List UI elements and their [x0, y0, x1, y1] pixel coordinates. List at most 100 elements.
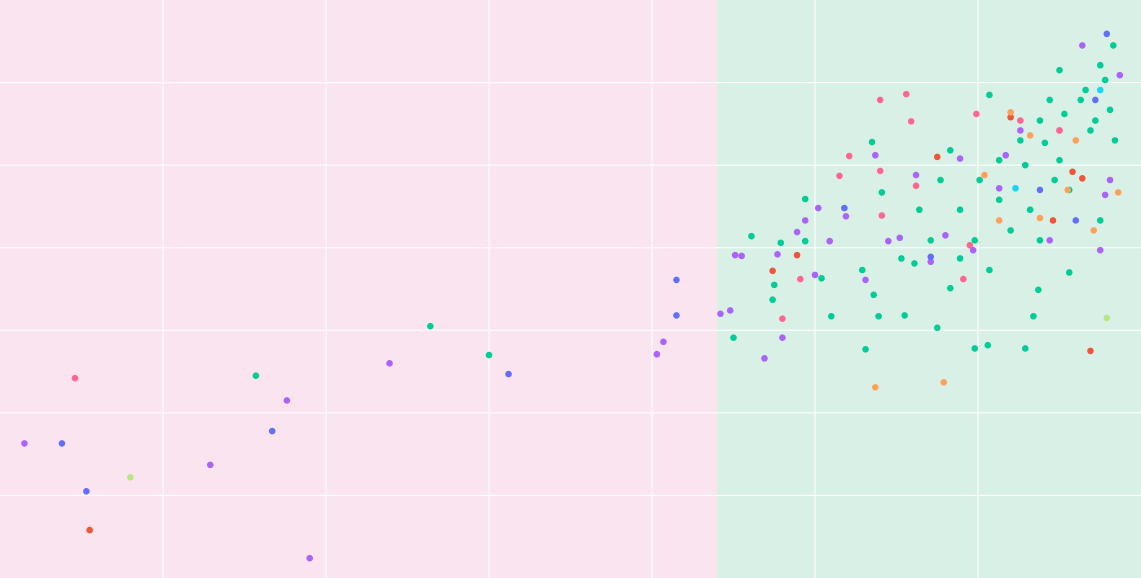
point	[986, 91, 993, 99]
point	[1035, 286, 1042, 294]
point	[875, 312, 882, 320]
background-region	[0, 0, 718, 578]
point	[898, 255, 905, 262]
point	[1041, 139, 1049, 147]
point	[127, 473, 134, 481]
point	[793, 251, 801, 259]
point	[885, 237, 892, 245]
point	[1106, 176, 1114, 184]
point	[485, 351, 493, 359]
point	[872, 383, 879, 391]
point	[946, 284, 954, 292]
point	[971, 345, 979, 352]
point	[1069, 168, 1076, 176]
point	[876, 167, 884, 175]
point	[769, 296, 776, 304]
point	[1061, 110, 1068, 118]
point	[1021, 161, 1029, 169]
point	[1101, 76, 1109, 84]
point	[1116, 71, 1124, 79]
point	[793, 228, 801, 236]
point	[912, 171, 920, 179]
point	[731, 251, 739, 259]
point	[901, 312, 908, 319]
point	[1072, 137, 1080, 144]
point	[876, 96, 884, 104]
point	[1012, 184, 1019, 192]
point	[1051, 176, 1058, 184]
point	[995, 184, 1003, 192]
point	[984, 341, 992, 349]
point	[748, 232, 755, 240]
point	[841, 204, 848, 212]
point	[779, 334, 786, 342]
point	[940, 379, 948, 386]
point	[1092, 96, 1099, 104]
point	[1106, 106, 1114, 114]
point	[769, 267, 776, 275]
point	[826, 237, 833, 245]
point	[911, 260, 918, 267]
point	[1007, 113, 1014, 121]
point	[995, 196, 1003, 204]
point	[878, 189, 886, 196]
point	[1036, 186, 1044, 194]
point	[927, 253, 935, 261]
point	[981, 171, 988, 179]
point	[927, 236, 935, 244]
background-region	[717, 0, 1141, 578]
point	[797, 275, 804, 283]
point	[956, 206, 964, 214]
point	[1111, 137, 1119, 144]
point	[1096, 217, 1104, 224]
point	[933, 324, 941, 332]
point	[1046, 236, 1054, 244]
point	[995, 217, 1003, 224]
point	[976, 176, 983, 184]
point	[83, 488, 90, 495]
point	[1056, 66, 1063, 74]
point	[801, 195, 809, 203]
point	[828, 312, 835, 320]
point	[801, 237, 809, 245]
point	[927, 258, 935, 266]
point	[907, 118, 915, 125]
point	[1087, 127, 1094, 134]
point	[717, 310, 724, 318]
point	[836, 172, 843, 180]
point	[1103, 30, 1111, 38]
point	[1092, 117, 1099, 124]
point	[1109, 42, 1117, 49]
point	[942, 232, 949, 239]
point	[1082, 86, 1089, 94]
point	[1056, 156, 1063, 164]
point	[673, 276, 680, 284]
point	[1007, 227, 1014, 234]
point	[1017, 137, 1024, 144]
point	[505, 370, 512, 378]
point	[878, 212, 886, 219]
point	[946, 146, 954, 154]
point	[779, 315, 786, 323]
point	[1030, 312, 1037, 320]
point	[1096, 246, 1104, 254]
point	[902, 90, 910, 98]
point	[814, 204, 822, 212]
point	[1096, 86, 1104, 94]
point	[916, 206, 923, 214]
point	[673, 312, 680, 319]
point	[818, 274, 825, 282]
point	[777, 239, 785, 247]
point	[86, 526, 93, 534]
point	[1090, 227, 1098, 234]
point	[1065, 269, 1073, 276]
point	[1036, 236, 1044, 244]
point	[801, 217, 809, 224]
point	[738, 252, 745, 260]
point	[1072, 217, 1080, 224]
point	[206, 461, 214, 469]
point	[252, 372, 260, 380]
point	[937, 176, 944, 184]
point	[306, 554, 314, 562]
